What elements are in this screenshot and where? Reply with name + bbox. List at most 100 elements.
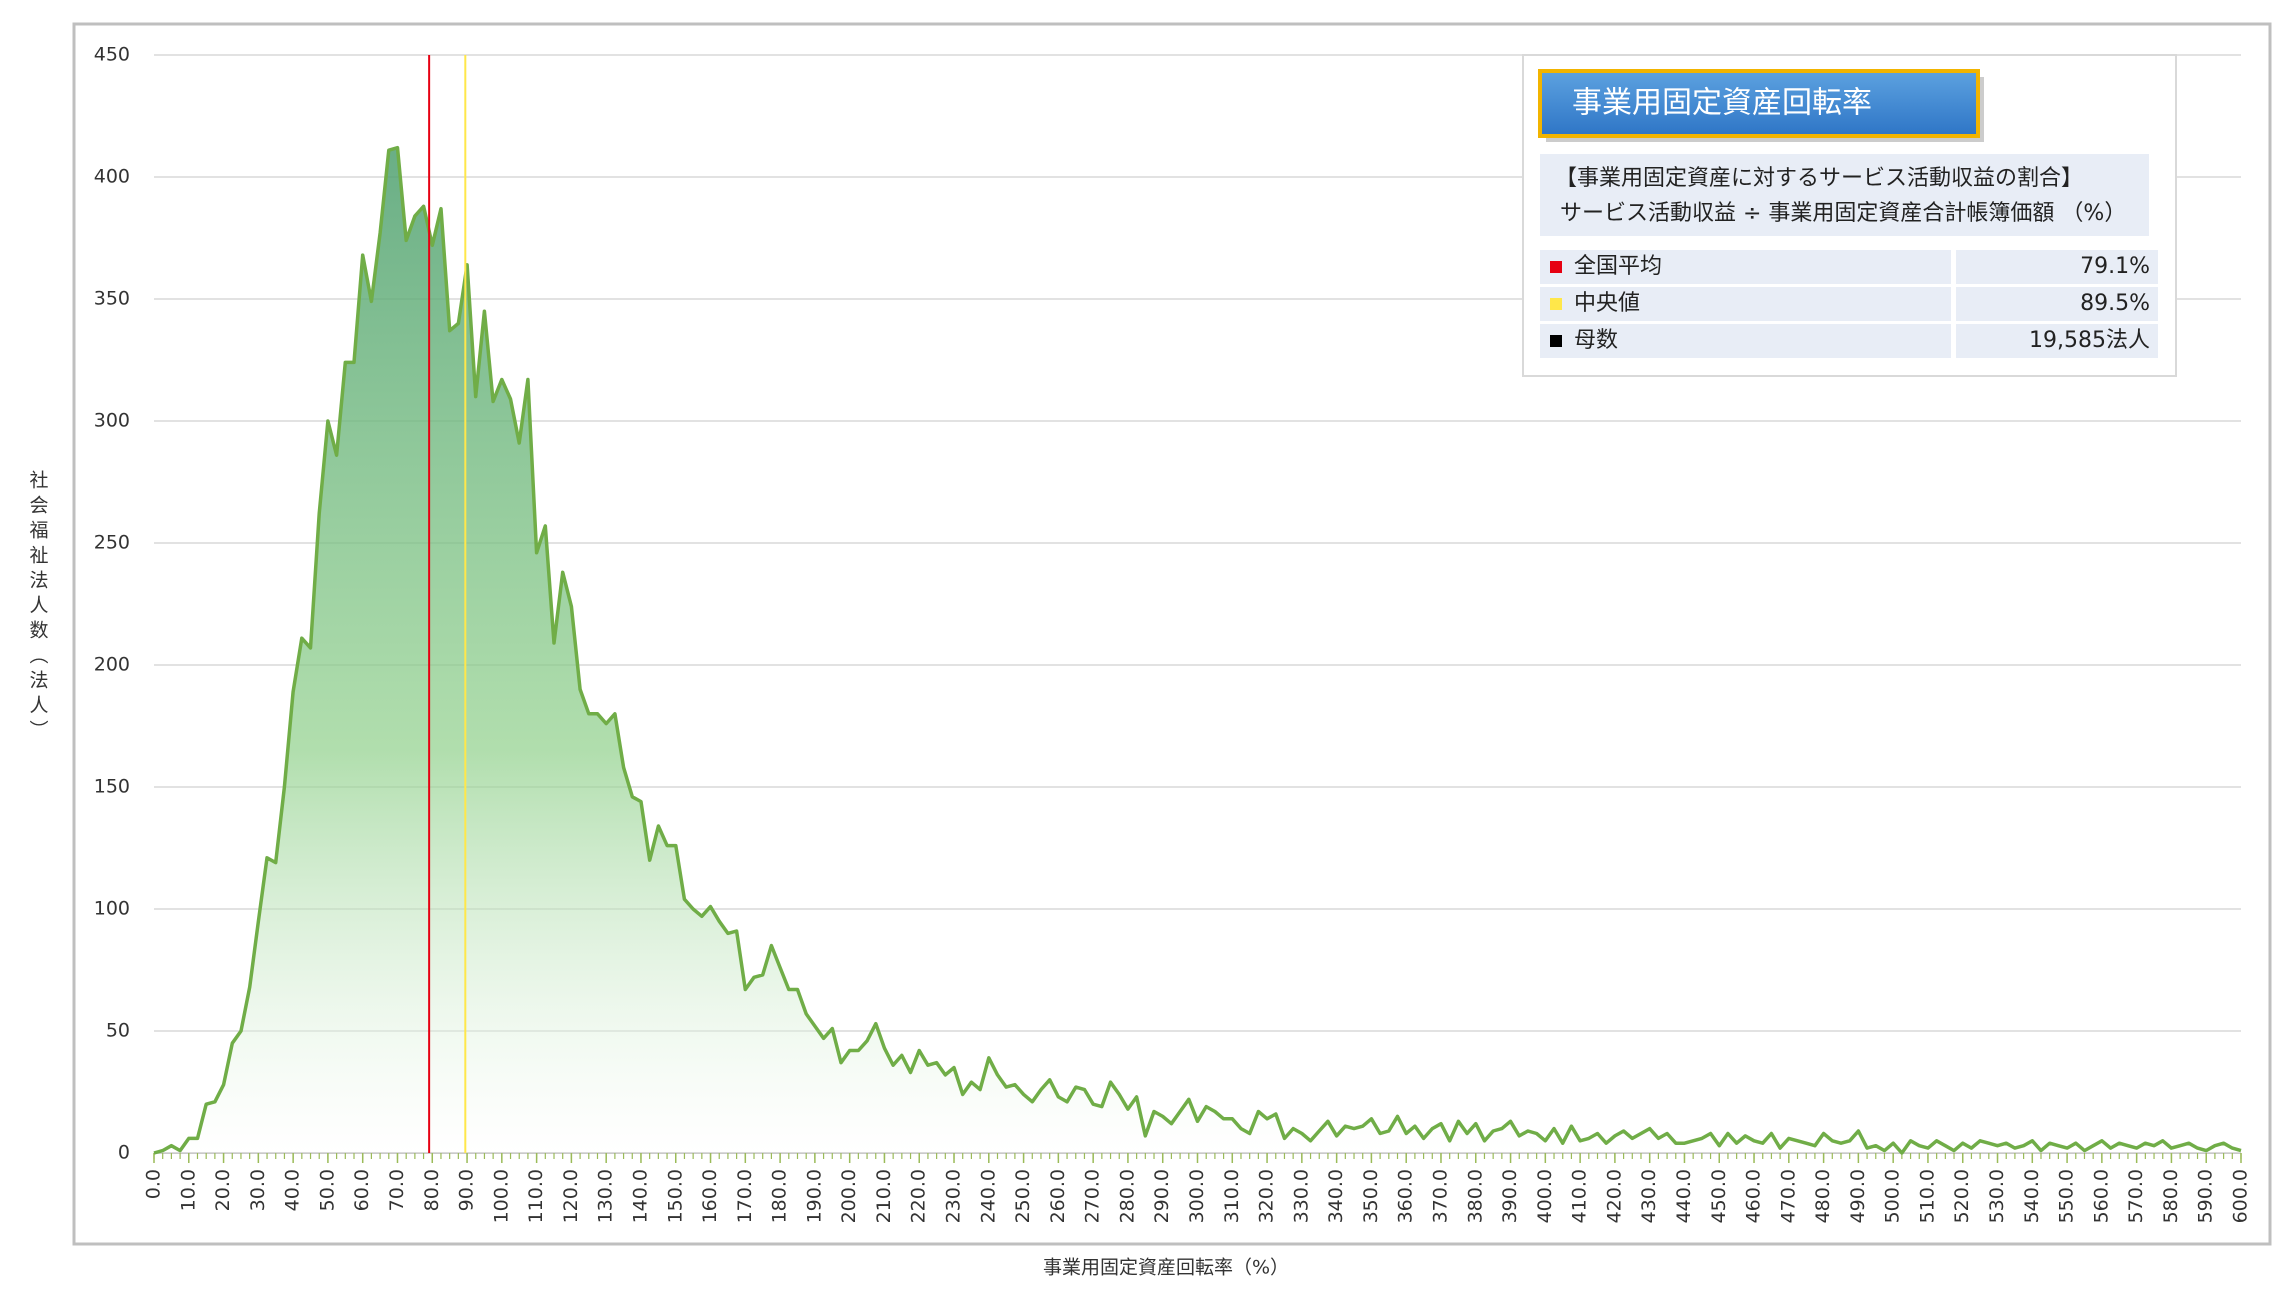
x-tick-label: 290.0 (1151, 1169, 1173, 1223)
x-tick-label: 270.0 (1082, 1169, 1104, 1223)
title-box (1538, 69, 1980, 138)
x-tick-label: 10.0 (177, 1169, 199, 1211)
info-title: 事業用固定資産回転率 (1572, 86, 1872, 121)
y-tick-label: 400 (94, 166, 130, 188)
x-tick-label: 500.0 (1882, 1169, 1904, 1223)
x-tick-label: 260.0 (1047, 1169, 1069, 1223)
y-tick-label: 150 (94, 776, 130, 798)
x-tick-label: 210.0 (873, 1169, 895, 1223)
legend-value: 79.1% (2080, 254, 2150, 279)
x-tick-label: 480.0 (1812, 1169, 1834, 1223)
y-tick-label: 350 (94, 288, 130, 310)
x-tick-label: 400.0 (1534, 1169, 1556, 1223)
x-tick-label: 360.0 (1395, 1169, 1417, 1223)
description: 【事業用固定資産に対するサービス活動収益の割合】 (1555, 166, 2083, 191)
x-tick-label: 440.0 (1673, 1169, 1695, 1223)
row-bg (1540, 287, 1951, 321)
x-tick-label: 170.0 (734, 1169, 756, 1223)
x-tick-label: 180.0 (769, 1169, 791, 1223)
x-tick-label: 590.0 (2195, 1169, 2217, 1223)
legend-label: 全国平均 (1574, 254, 1662, 279)
y-tick-label: 300 (94, 410, 130, 432)
x-tick-label: 80.0 (421, 1169, 443, 1211)
x-tick-label: 240.0 (977, 1169, 999, 1223)
legend-label: 中央値 (1574, 291, 1640, 316)
x-tick-label: 200.0 (838, 1169, 860, 1223)
y-tick-label: 250 (94, 532, 130, 554)
x-tick-label: 250.0 (1012, 1169, 1034, 1223)
y-tick-label: 100 (94, 898, 130, 920)
legend-swatch (1550, 261, 1562, 273)
area (154, 147, 2241, 1153)
x-tick-label: 530.0 (1986, 1169, 2008, 1223)
chart-frame (72, 22, 2272, 1246)
x-tick-label: 450.0 (1708, 1169, 1730, 1223)
x-tick-label: 310.0 (1221, 1169, 1243, 1223)
x-tick-label: 350.0 (1360, 1169, 1382, 1223)
x-tick-label: 340.0 (1325, 1169, 1347, 1223)
x-tick-label: 600.0 (2230, 1169, 2252, 1223)
x-tick-label: 160.0 (699, 1169, 721, 1223)
x-tick-label: 410.0 (1569, 1169, 1591, 1223)
x-tick-label: 50.0 (316, 1169, 338, 1211)
x-tick-label: 460.0 (1743, 1169, 1765, 1223)
x-tick-label: 220.0 (908, 1169, 930, 1223)
x-tick-label: 470.0 (1777, 1169, 1799, 1223)
row-bg (1956, 250, 2158, 284)
x-tick-label: 150.0 (664, 1169, 686, 1223)
y-tick-label: 0 (118, 1142, 130, 1164)
x-tick-label: 390.0 (1499, 1169, 1521, 1223)
x-tick-label: 40.0 (282, 1169, 304, 1211)
x-tick-label: 110.0 (525, 1169, 547, 1223)
legend-value: 19,585法人 (2029, 328, 2150, 353)
x-tick-label: 550.0 (2056, 1169, 2078, 1223)
x-tick-label: 510.0 (1916, 1169, 1938, 1223)
description-box (1540, 154, 2149, 236)
x-tick-label: 70.0 (386, 1169, 408, 1211)
legend-swatch (1550, 335, 1562, 347)
x-tick-label: 100.0 (490, 1169, 512, 1223)
description: サービス活動収益 ÷ 事業用固定資産合計帳簿価額 （%） (1560, 201, 2126, 226)
x-tick-label: 430.0 (1638, 1169, 1660, 1223)
x-tick-label: 190.0 (803, 1169, 825, 1223)
x-tick-label: 140.0 (629, 1169, 651, 1223)
x-tick-label: 420.0 (1603, 1169, 1625, 1223)
y-tick-label: 450 (94, 44, 130, 66)
x-tick-label: 540.0 (2021, 1169, 2043, 1223)
y-tick-label: 50 (106, 1020, 130, 1042)
x-tick-label: 130.0 (595, 1169, 617, 1223)
y-axis-title: 社会福祉法人数（法人） (27, 470, 49, 745)
x-tick-label: 120.0 (560, 1169, 582, 1223)
x-tick-label: 300.0 (1186, 1169, 1208, 1223)
plot: 0 50 100 150 200 250 300 350 400 450 0.0 10.0 20.0 30… (94, 44, 2252, 1224)
x-tick-label: 30.0 (247, 1169, 269, 1211)
x-tick-label: 90.0 (456, 1169, 478, 1211)
x-tick-label: 380.0 (1464, 1169, 1486, 1223)
x-tick-label: 570.0 (2125, 1169, 2147, 1223)
legend-swatch (1550, 298, 1562, 310)
x-tick-label: 330.0 (1290, 1169, 1312, 1223)
x-tick-label: 280.0 (1116, 1169, 1138, 1223)
x-tick-label: 580.0 (2160, 1169, 2182, 1223)
legend-label: 母数 (1574, 328, 1618, 353)
row-bg (1956, 324, 2158, 358)
info-panel: 事業用固定資産回転率 【事業用固定資産に対するサービス活動収益の割合】 サービス… (1522, 54, 2177, 377)
row-bg (1540, 250, 1951, 284)
x-tick-label: 490.0 (1847, 1169, 1869, 1223)
row-bg (1956, 287, 2158, 321)
x-tick-label: 60.0 (351, 1169, 373, 1211)
line (153, 145, 2242, 1155)
x-tick-label: 520.0 (1951, 1169, 1973, 1223)
row-bg (1540, 324, 1951, 358)
y-tick-label: 200 (94, 654, 130, 676)
x-tick-label: 230.0 (943, 1169, 965, 1223)
x-tick-label: 370.0 (1429, 1169, 1451, 1223)
x-tick-label: 560.0 (2090, 1169, 2112, 1223)
x-tick-label: 20.0 (212, 1169, 234, 1211)
legend-value: 89.5% (2080, 291, 2150, 316)
x-tick-label: 320.0 (1256, 1169, 1278, 1223)
x-tick-label: 0.0 (143, 1169, 165, 1199)
x-axis-title: 事業用固定資産回転率（%） (1043, 1257, 1289, 1279)
